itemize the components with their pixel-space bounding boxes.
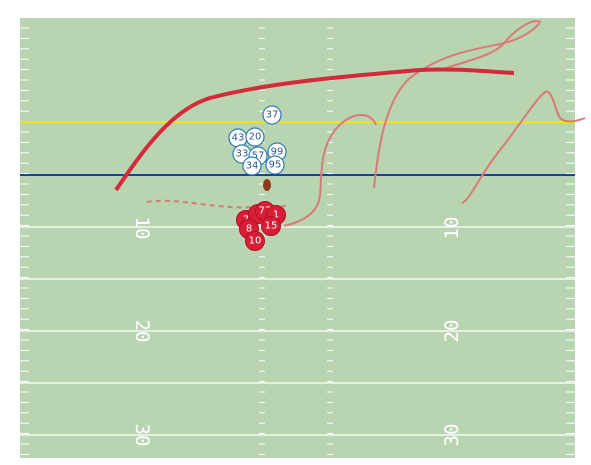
defender-number: 37 <box>266 110 279 121</box>
offense-number: 15 <box>265 221 278 232</box>
field-lines: 10 10 20 20 30 30 <box>20 27 575 455</box>
routes <box>146 20 586 227</box>
defender-number: 34 <box>246 161 259 172</box>
offense-player: 15 <box>261 216 281 236</box>
yard-number: 30 <box>131 424 153 447</box>
defender: 34 <box>242 156 262 176</box>
defender-marker <box>242 156 262 176</box>
offense-marker <box>245 231 265 251</box>
defender: 95 <box>265 155 285 175</box>
route <box>146 199 287 209</box>
yard-number: 20 <box>131 320 153 343</box>
offense-number: 77 <box>259 206 272 217</box>
offense-marker <box>261 216 281 236</box>
defender: 37 <box>262 105 282 125</box>
offense-number: 1 <box>273 210 279 221</box>
defender-number: 33 <box>236 149 249 160</box>
football <box>263 179 271 191</box>
players: 37432033579995347677181510 <box>228 105 287 251</box>
yard-number: 10 <box>131 217 153 240</box>
defender-number: 20 <box>249 132 262 143</box>
defender-marker <box>245 127 265 147</box>
defender-number: 43 <box>232 133 245 144</box>
yard-number: 10 <box>441 217 463 240</box>
qb-route <box>114 67 515 192</box>
defender-number: 95 <box>269 160 282 171</box>
offense-number: 10 <box>249 236 262 247</box>
defender-marker <box>265 155 285 175</box>
defender: 43 <box>228 128 248 148</box>
offense-number: 8 <box>246 224 252 235</box>
defender: 20 <box>245 127 265 147</box>
defender-marker <box>262 105 282 125</box>
defender-number: 99 <box>271 147 284 158</box>
yard-number: 30 <box>441 424 463 447</box>
route <box>461 90 586 204</box>
yard-number: 20 <box>441 320 463 343</box>
route <box>283 114 377 227</box>
route <box>373 20 542 189</box>
field <box>20 18 575 458</box>
offense-player: 10 <box>245 231 265 251</box>
defender-number: 57 <box>252 151 265 162</box>
